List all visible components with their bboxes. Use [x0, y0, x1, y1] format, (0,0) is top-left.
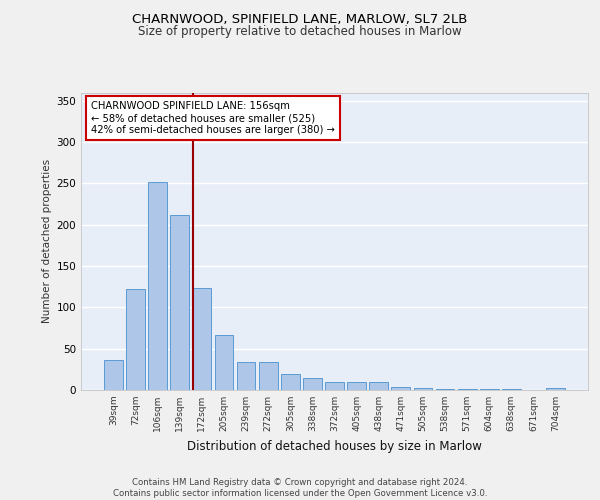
- Bar: [148, 182, 167, 390]
- Bar: [126, 289, 145, 390]
- Text: Contains HM Land Registry data © Crown copyright and database right 2024.
Contai: Contains HM Land Registry data © Crown c…: [113, 478, 487, 498]
- Text: CHARNWOOD, SPINFIELD LANE, MARLOW, SL7 2LB: CHARNWOOD, SPINFIELD LANE, MARLOW, SL7 2…: [133, 12, 467, 26]
- Bar: [458, 389, 476, 390]
- Bar: [236, 362, 256, 390]
- Bar: [193, 288, 211, 390]
- Bar: [391, 386, 410, 390]
- X-axis label: Distribution of detached houses by size in Marlow: Distribution of detached houses by size …: [187, 440, 482, 452]
- Bar: [215, 334, 233, 390]
- Bar: [259, 362, 278, 390]
- Bar: [480, 389, 499, 390]
- Bar: [104, 360, 123, 390]
- Bar: [347, 382, 366, 390]
- Y-axis label: Number of detached properties: Number of detached properties: [42, 159, 52, 324]
- Text: Size of property relative to detached houses in Marlow: Size of property relative to detached ho…: [138, 25, 462, 38]
- Bar: [413, 388, 433, 390]
- Bar: [170, 215, 189, 390]
- Bar: [281, 374, 299, 390]
- Text: CHARNWOOD SPINFIELD LANE: 156sqm
← 58% of detached houses are smaller (525)
42% : CHARNWOOD SPINFIELD LANE: 156sqm ← 58% o…: [91, 102, 335, 134]
- Bar: [502, 389, 521, 390]
- Bar: [325, 382, 344, 390]
- Bar: [303, 378, 322, 390]
- Bar: [436, 389, 454, 390]
- Bar: [370, 382, 388, 390]
- Bar: [546, 388, 565, 390]
